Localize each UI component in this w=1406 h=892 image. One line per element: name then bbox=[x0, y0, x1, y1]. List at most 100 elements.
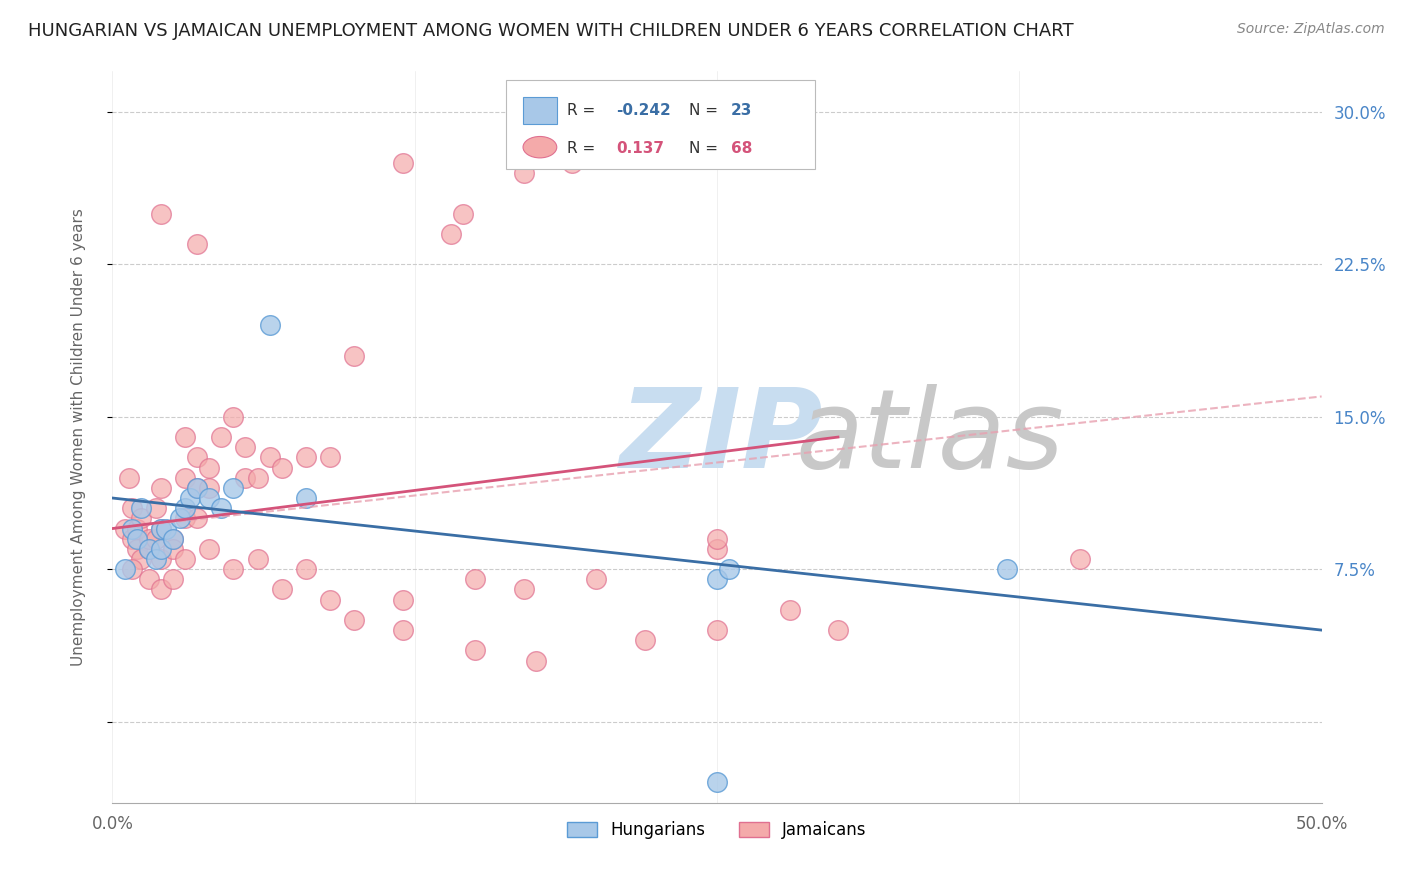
Point bbox=[464, 643, 486, 657]
Point bbox=[198, 541, 221, 556]
Point bbox=[235, 440, 257, 454]
Point bbox=[633, 633, 655, 648]
Point bbox=[162, 572, 184, 586]
Legend: Hungarians, Jamaicans: Hungarians, Jamaicans bbox=[561, 814, 873, 846]
Text: atlas: atlas bbox=[796, 384, 1064, 491]
Text: 0.137: 0.137 bbox=[616, 142, 664, 156]
Point bbox=[149, 582, 172, 597]
Point bbox=[138, 572, 160, 586]
Point bbox=[125, 532, 148, 546]
Point bbox=[149, 552, 172, 566]
Point bbox=[270, 582, 292, 597]
Point bbox=[138, 541, 160, 556]
Point bbox=[174, 430, 197, 444]
Point bbox=[585, 572, 607, 586]
Point bbox=[295, 491, 318, 505]
Point bbox=[222, 562, 245, 576]
Point bbox=[114, 562, 136, 576]
Point bbox=[149, 206, 172, 220]
Point bbox=[464, 572, 486, 586]
Point bbox=[155, 521, 177, 535]
Point bbox=[718, 562, 741, 576]
Point bbox=[706, 623, 728, 637]
Text: ZIP: ZIP bbox=[620, 384, 824, 491]
Point bbox=[186, 237, 208, 252]
Point bbox=[186, 511, 208, 525]
Point bbox=[295, 562, 318, 576]
Y-axis label: Unemployment Among Women with Children Under 6 years: Unemployment Among Women with Children U… bbox=[72, 208, 86, 666]
Point bbox=[138, 532, 160, 546]
Point bbox=[198, 491, 221, 505]
Point bbox=[131, 511, 153, 525]
Point bbox=[270, 460, 292, 475]
Point bbox=[246, 471, 269, 485]
Point bbox=[706, 572, 728, 586]
Point bbox=[512, 166, 534, 180]
Text: N =: N = bbox=[689, 103, 723, 118]
Point bbox=[174, 511, 197, 525]
Point bbox=[174, 552, 197, 566]
Point bbox=[118, 471, 141, 485]
Text: Source: ZipAtlas.com: Source: ZipAtlas.com bbox=[1237, 22, 1385, 37]
Point bbox=[706, 532, 728, 546]
Point bbox=[162, 541, 184, 556]
Point bbox=[149, 541, 172, 556]
Point bbox=[319, 592, 342, 607]
Point bbox=[186, 450, 208, 465]
Text: 23: 23 bbox=[731, 103, 752, 118]
Point bbox=[186, 481, 208, 495]
Point bbox=[391, 623, 413, 637]
Point bbox=[295, 450, 318, 465]
Text: -0.242: -0.242 bbox=[616, 103, 671, 118]
Point bbox=[162, 532, 184, 546]
Point bbox=[169, 511, 191, 525]
Point bbox=[440, 227, 463, 241]
Text: HUNGARIAN VS JAMAICAN UNEMPLOYMENT AMONG WOMEN WITH CHILDREN UNDER 6 YEARS CORRE: HUNGARIAN VS JAMAICAN UNEMPLOYMENT AMONG… bbox=[28, 22, 1074, 40]
Point bbox=[149, 521, 172, 535]
Point bbox=[391, 592, 413, 607]
Point bbox=[222, 409, 245, 424]
Point bbox=[149, 521, 172, 535]
Point bbox=[149, 481, 172, 495]
Point bbox=[391, 155, 413, 169]
Point bbox=[131, 552, 153, 566]
Text: N =: N = bbox=[689, 142, 723, 156]
Point bbox=[131, 501, 153, 516]
Text: R =: R = bbox=[567, 103, 600, 118]
Point bbox=[162, 532, 184, 546]
Point bbox=[561, 155, 583, 169]
Point bbox=[1069, 552, 1091, 566]
Point bbox=[259, 318, 281, 333]
Point bbox=[524, 654, 547, 668]
Point bbox=[995, 562, 1018, 576]
Point bbox=[145, 552, 167, 566]
Text: R =: R = bbox=[567, 142, 600, 156]
Point bbox=[198, 481, 221, 495]
Point bbox=[198, 460, 221, 475]
Point bbox=[114, 521, 136, 535]
Point bbox=[319, 450, 342, 465]
Point bbox=[125, 541, 148, 556]
Point bbox=[706, 541, 728, 556]
Point bbox=[121, 501, 143, 516]
Text: 68: 68 bbox=[731, 142, 752, 156]
Point bbox=[179, 491, 201, 505]
Point bbox=[512, 582, 534, 597]
Point bbox=[343, 349, 366, 363]
Point bbox=[145, 532, 167, 546]
Point bbox=[451, 206, 474, 220]
Point bbox=[145, 501, 167, 516]
Point bbox=[174, 501, 197, 516]
Point bbox=[259, 450, 281, 465]
Point bbox=[125, 521, 148, 535]
Point bbox=[121, 532, 143, 546]
Point bbox=[121, 521, 143, 535]
Point bbox=[343, 613, 366, 627]
Point bbox=[827, 623, 849, 637]
Point bbox=[186, 481, 208, 495]
Point bbox=[209, 501, 232, 516]
Point bbox=[209, 430, 232, 444]
Point bbox=[121, 562, 143, 576]
Point bbox=[138, 541, 160, 556]
Point bbox=[174, 471, 197, 485]
